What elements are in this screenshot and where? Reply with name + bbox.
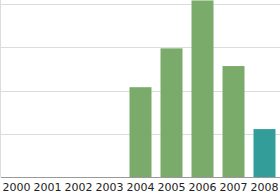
x-tick-label: 2006 (189, 181, 217, 194)
bar (161, 48, 183, 177)
bars (130, 0, 276, 177)
x-tick-label: 2005 (158, 181, 186, 194)
y-axis-line (0, 0, 1, 177)
x-axis-line (1, 177, 280, 178)
x-tick-label: 2003 (96, 181, 124, 194)
grid-line (1, 47, 280, 48)
bar (223, 66, 245, 177)
grid-line (1, 4, 280, 5)
bar (130, 87, 152, 177)
bar (192, 0, 214, 177)
x-tick-label: 2008 (251, 181, 279, 194)
bar (254, 129, 276, 177)
x-tick-label: 2001 (34, 181, 62, 194)
x-tick-label: 2007 (220, 181, 248, 194)
chart: 200020012002200320042005200620072008 (0, 0, 280, 195)
x-tick-label: 2004 (127, 181, 155, 194)
x-tick-label: 2002 (65, 181, 93, 194)
x-tick-label: 2000 (3, 181, 31, 194)
grid-line (1, 177, 280, 178)
